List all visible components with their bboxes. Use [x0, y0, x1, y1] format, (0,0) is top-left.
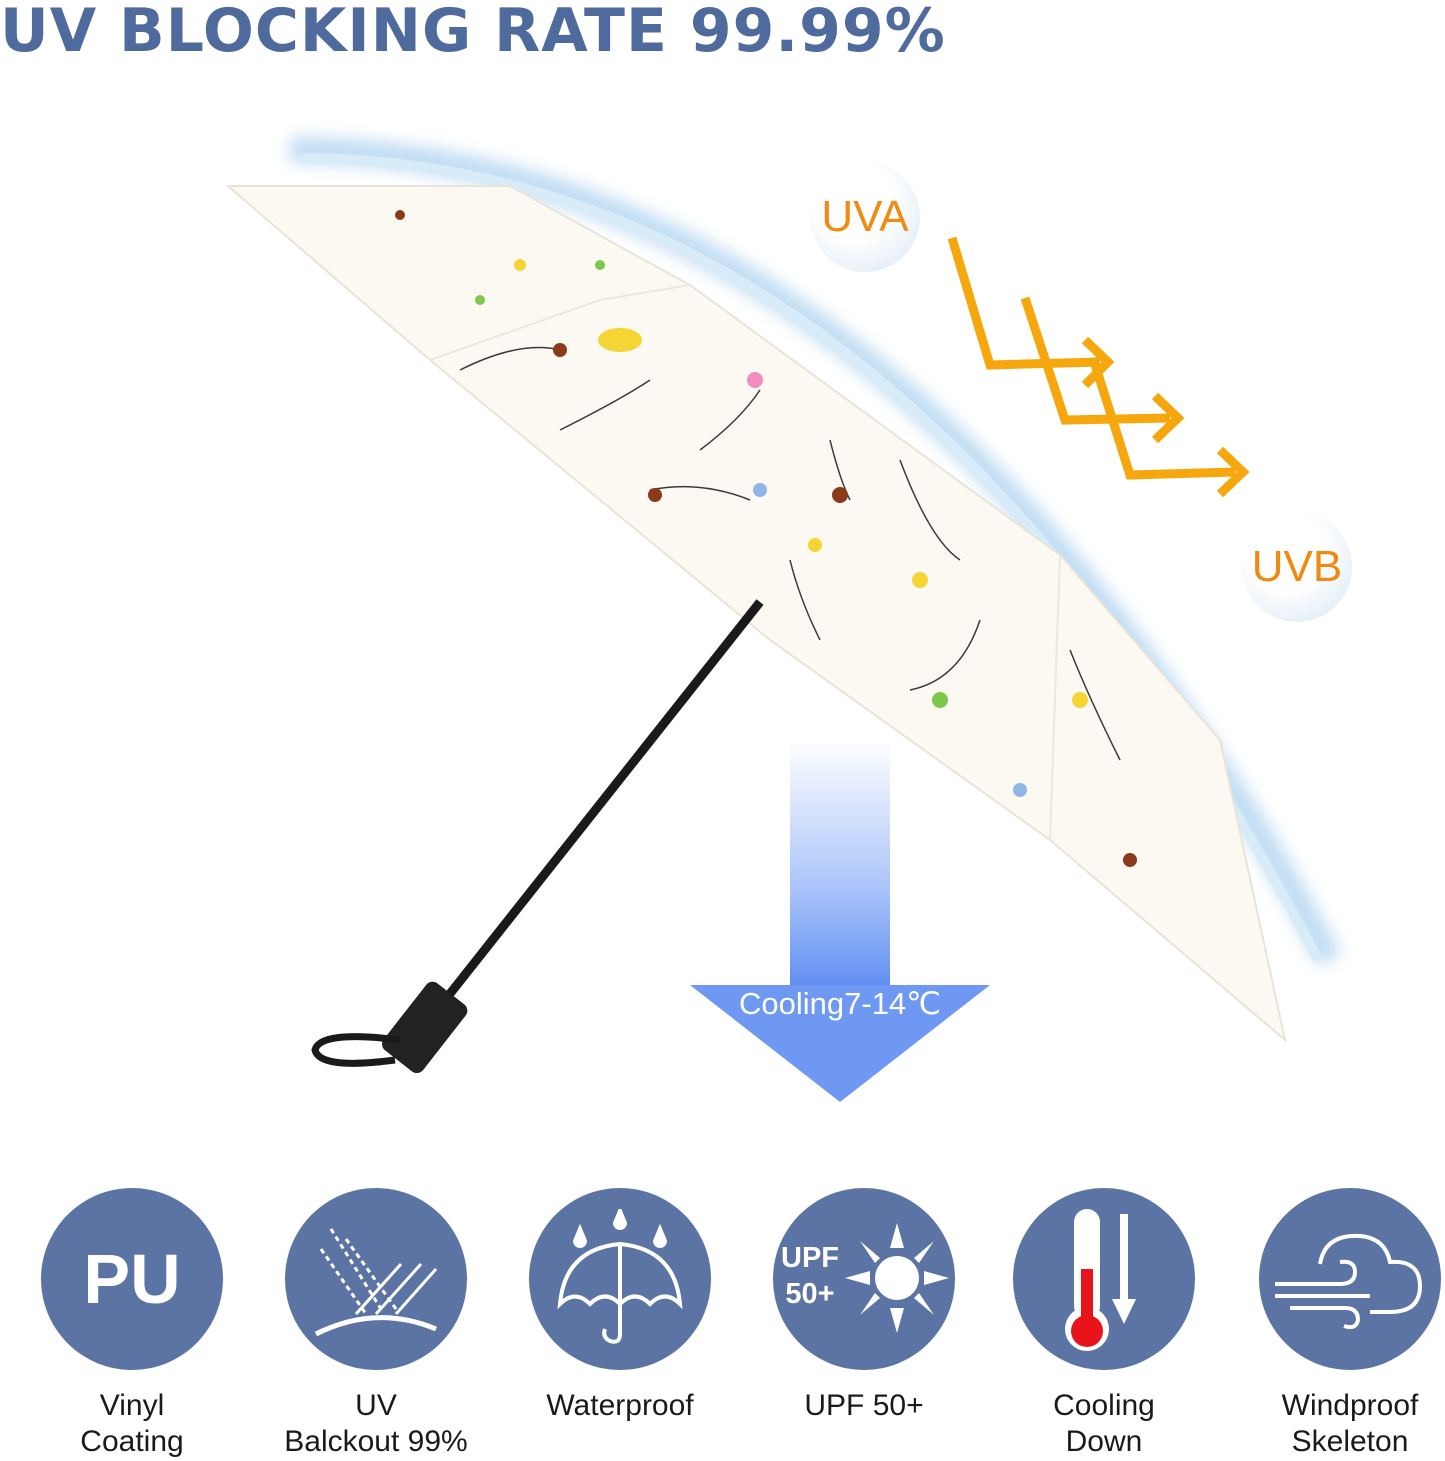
- feature-label: UV: [355, 1389, 397, 1422]
- umbrella-rain-icon: [529, 1188, 711, 1370]
- umbrella-shaft: [441, 599, 764, 1003]
- uvb-badge: UVB: [1242, 512, 1352, 622]
- feature-windproof: Windproof Skeleton: [1230, 1188, 1445, 1460]
- handle-strap: [311, 1033, 401, 1067]
- cooling-label: Cooling7-14℃: [739, 986, 941, 1021]
- upf-badge-text: 50+: [785, 1278, 835, 1310]
- floral-pattern: [459, 346, 1121, 761]
- feature-cooling-down: Cooling Down: [984, 1188, 1224, 1460]
- upf-badge-text: UPF: [781, 1242, 839, 1274]
- feature-waterproof: Waterproof: [500, 1188, 740, 1424]
- feature-label: Windproof: [1281, 1389, 1419, 1422]
- feature-label: Vinyl: [99, 1389, 165, 1422]
- feature-label: Waterproof: [546, 1389, 694, 1422]
- floral-dots: [395, 210, 1137, 867]
- feature-label: Skeleton: [1291, 1425, 1409, 1458]
- wind-cloud-icon: [1259, 1188, 1441, 1370]
- umbrella-illustration: [225, 137, 1342, 1102]
- feature-upf: UPF 50+ UPF 50+: [744, 1188, 984, 1424]
- page-title: UV BLOCKING RATE 99.99%: [0, 0, 946, 66]
- uv-rays-blocked-icon: [285, 1188, 467, 1370]
- feature-uv-blackout: UV Balckout 99%: [256, 1188, 496, 1460]
- feature-label: Cooling: [1053, 1389, 1155, 1422]
- thermometer-down-icon: [1013, 1188, 1195, 1370]
- umbrella-handle: [382, 981, 468, 1074]
- feature-label: Down: [1065, 1425, 1143, 1458]
- feature-label: Coating: [80, 1425, 184, 1458]
- uva-badge: UVA: [810, 162, 920, 272]
- pu-text-icon: PU: [41, 1188, 223, 1370]
- cooling-arrow-shape: [690, 740, 990, 1102]
- feature-vinyl-coating: PU Vinyl Coating: [12, 1188, 252, 1460]
- feature-label: UPF 50+: [804, 1389, 924, 1422]
- sun-icon: UPF 50+: [773, 1188, 955, 1370]
- uv-ray-arrows: [947, 236, 1250, 498]
- feature-label: Balckout 99%: [284, 1425, 468, 1458]
